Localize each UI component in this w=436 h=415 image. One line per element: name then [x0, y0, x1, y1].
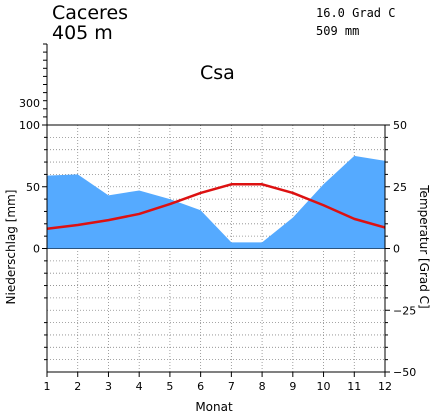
climate-class: Csa	[200, 62, 235, 84]
left-tick-label: 50	[26, 181, 40, 194]
x-tick-label: 2	[74, 380, 81, 393]
right-tick-label: 25	[393, 181, 407, 194]
right-axis-ticks: 50 25 0 −25 −50	[385, 119, 416, 379]
left-tick-label: 0	[33, 243, 40, 256]
temperature-line	[46, 183, 386, 230]
right-tick-label: −50	[393, 366, 416, 379]
precipitation-area	[47, 155, 385, 249]
right-tick-label: −25	[393, 304, 416, 317]
x-tick-label: 3	[105, 380, 112, 393]
x-tick-label: 7	[228, 380, 235, 393]
x-tick-label: 4	[136, 380, 143, 393]
x-tick-label: 6	[197, 380, 204, 393]
x-tick-label: 9	[289, 380, 296, 393]
x-tick-label: 12	[378, 380, 392, 393]
upper-axis-label: 300	[19, 97, 40, 110]
right-tick-label: 50	[393, 119, 407, 132]
mean-temperature: 16.0 Grad C	[316, 6, 395, 20]
temperature-polyline	[46, 183, 386, 230]
x-tick-label: 5	[166, 380, 173, 393]
right-axis-label: Temperatur [Grad C]	[417, 184, 431, 308]
x-tick-label: 11	[347, 380, 361, 393]
station-elevation: 405 m	[52, 22, 113, 44]
x-axis-label: Monat	[195, 400, 233, 414]
precipitation-fill	[47, 155, 385, 249]
x-tick-label: 10	[317, 380, 331, 393]
left-axis-ticks: 100 50 0	[19, 119, 47, 361]
left-axis-label: Niederschlag [mm]	[4, 190, 18, 305]
upper-precipitation-axis: 300	[19, 43, 48, 125]
annual-precipitation: 509 mm	[316, 24, 359, 38]
left-tick-label: 100	[19, 119, 40, 132]
station-name: Caceres	[52, 2, 128, 24]
right-tick-label: 0	[393, 243, 400, 256]
x-tick-label: 1	[44, 380, 51, 393]
x-tick-label: 8	[259, 380, 266, 393]
x-axis-ticks: 1 2 3 4 5 6 7 8 9 10 11 12	[44, 372, 392, 393]
